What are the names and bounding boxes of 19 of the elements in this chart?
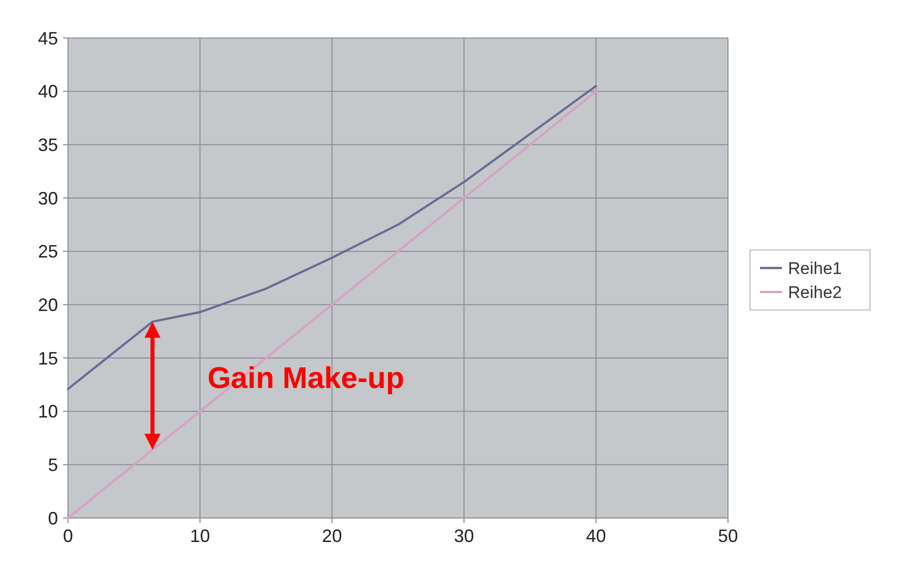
y-tick-label: 35: [38, 134, 58, 155]
y-tick-label: 20: [38, 294, 58, 315]
x-tick-label: 0: [62, 526, 74, 546]
y-tick-label: 45: [38, 28, 58, 48]
y-tick-label: 25: [38, 242, 58, 262]
y-tick-label: 0: [48, 508, 58, 528]
y-tick-label: 40: [38, 82, 58, 102]
y-tick-label: 15: [38, 348, 58, 368]
legend-label: Reihe2: [788, 282, 842, 302]
legend-label: Reihe1: [788, 258, 842, 278]
x-tick-label: 10: [190, 526, 210, 546]
y-tick-label: 5: [48, 454, 58, 475]
x-tick-label: 40: [586, 526, 606, 546]
y-tick-label: 10: [38, 402, 58, 422]
y-tick-label: 30: [38, 188, 58, 208]
annotation: Gain Make-up: [207, 362, 404, 396]
x-tick-label: 50: [718, 526, 738, 546]
x-tick-label: 30: [454, 526, 474, 546]
x-tick-label: 20: [322, 526, 342, 546]
